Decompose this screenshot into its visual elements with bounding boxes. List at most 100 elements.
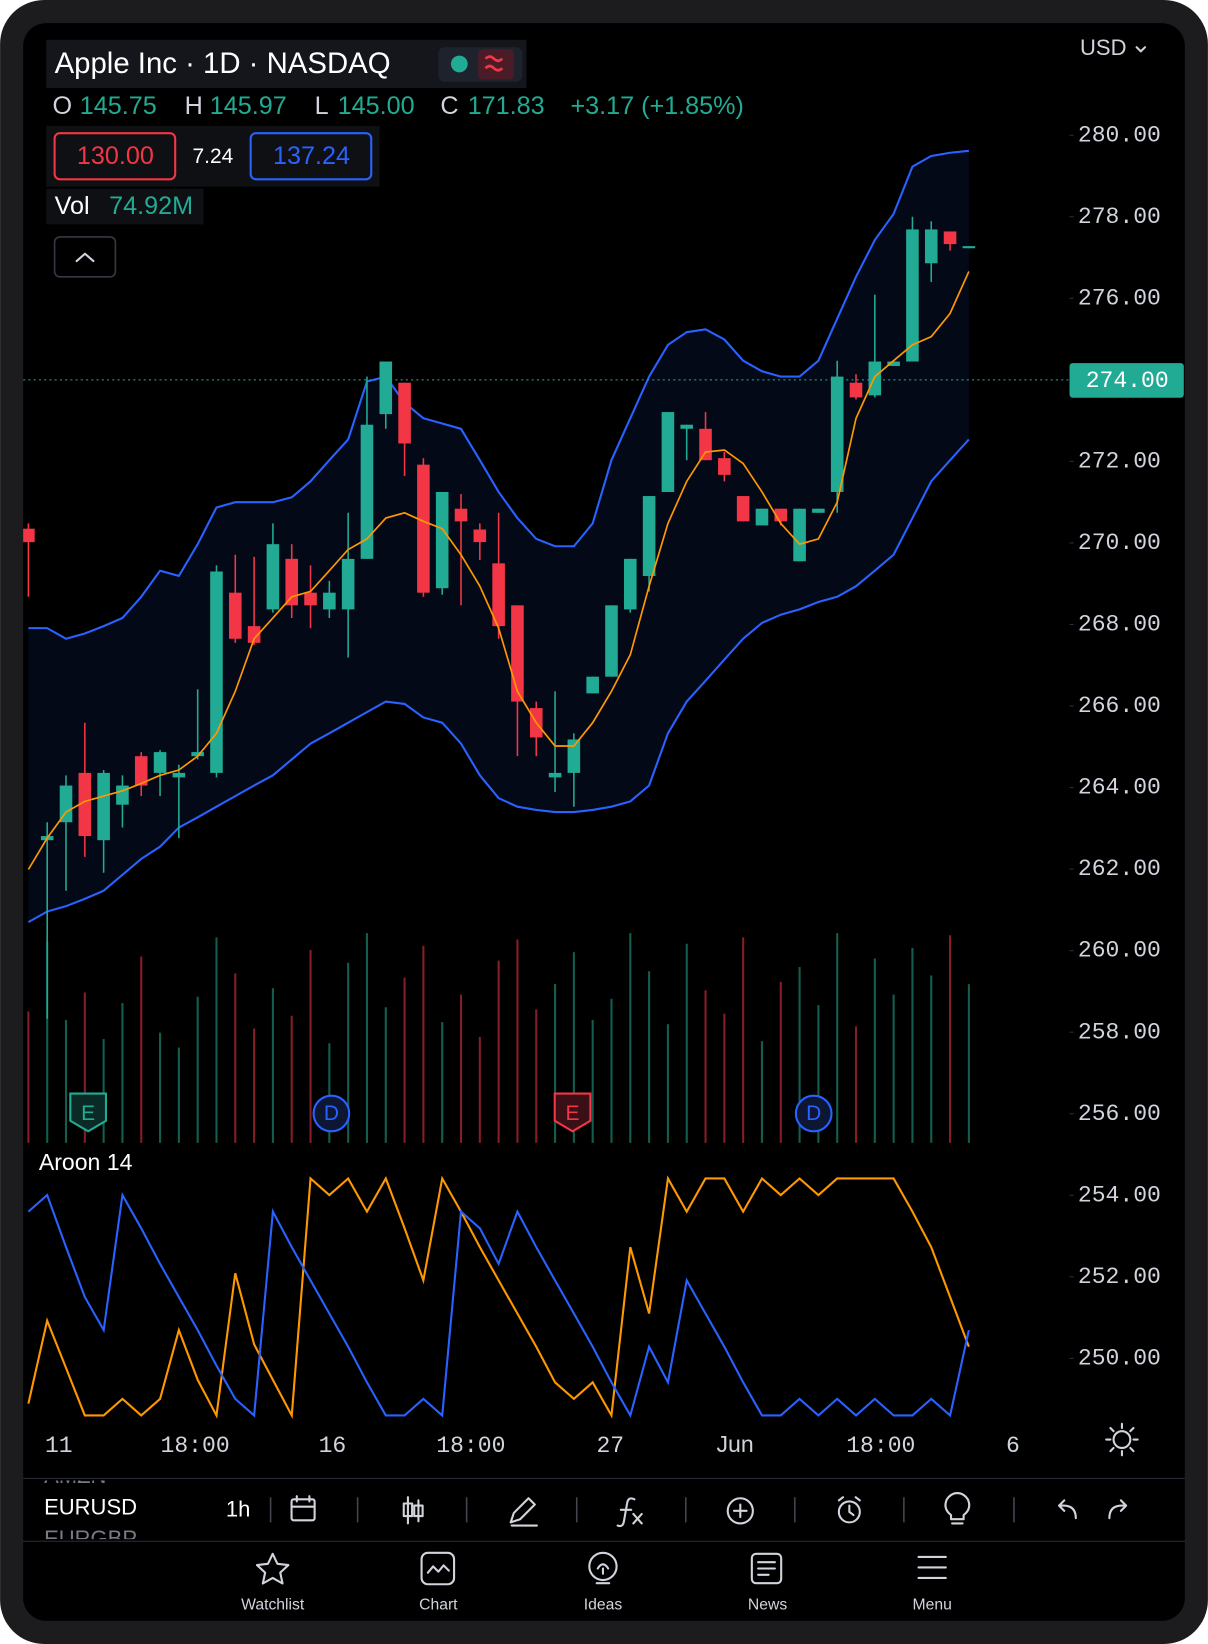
ideas-button[interactable] — [944, 1491, 971, 1525]
vol-bg — [46, 188, 204, 225]
y-tick-label: 260.00 — [1078, 938, 1161, 964]
nav-label[interactable]: Ideas — [584, 1596, 623, 1613]
volume-bar — [290, 1015, 293, 1143]
redo-button[interactable] — [1108, 1499, 1128, 1520]
x-tick-label: 18:00 — [161, 1433, 230, 1459]
candle-body — [134, 756, 148, 786]
change: +3.17 (+1.85%) — [570, 92, 743, 120]
candle-body — [435, 491, 449, 589]
candle-body — [229, 592, 242, 639]
y-tick-label: 276.00 — [1078, 285, 1161, 311]
news-icon[interactable] — [750, 1552, 783, 1585]
candle-body — [924, 229, 938, 264]
y-tick-label: 250.00 — [1078, 1345, 1161, 1371]
volume-bar — [554, 983, 557, 1143]
nav-label[interactable]: News — [748, 1596, 787, 1613]
delay-icon — [484, 55, 504, 72]
ohlc-label: L — [315, 92, 329, 120]
volume-bar — [685, 943, 688, 1143]
volume-bar — [196, 996, 199, 1143]
volume-bar — [967, 984, 970, 1143]
price-badge — [1069, 363, 1184, 398]
drawing-button[interactable] — [509, 1497, 538, 1527]
symbol-item[interactable]: EURUSD — [44, 1495, 137, 1520]
nav-icons — [255, 1551, 947, 1586]
volume-bar — [27, 1011, 30, 1143]
candle-body — [642, 496, 656, 576]
settings-icon[interactable] — [1105, 1422, 1139, 1457]
volume-bar — [516, 939, 519, 1143]
sell-button[interactable] — [53, 132, 177, 181]
aroon-line — [27, 1191, 970, 1419]
lower-band — [27, 438, 970, 924]
candle-body — [153, 752, 167, 773]
volume-bar — [704, 990, 707, 1143]
indicators-button[interactable] — [616, 1497, 643, 1528]
price-axis: 250.00 252.00 254.00 256.00 258.00 260.00 262.… — [45, 122, 1184, 1459]
earnings-marker[interactable] — [553, 1092, 592, 1133]
collapse-button[interactable] — [53, 236, 117, 278]
alert-button[interactable] — [837, 1496, 861, 1524]
candle-body — [830, 376, 844, 492]
dividend-marker[interactable] — [794, 1094, 833, 1133]
watchlist-icon[interactable] — [255, 1552, 290, 1585]
candle-body — [812, 508, 825, 513]
volume-bar — [384, 1007, 387, 1143]
candle-body — [586, 676, 599, 694]
indicator-title: Aroon 14 — [39, 1149, 133, 1175]
candle-body — [417, 464, 430, 593]
interval[interactable]: 1h — [226, 1497, 250, 1522]
menu-icon[interactable] — [917, 1555, 947, 1579]
chart-icon[interactable] — [420, 1551, 456, 1586]
buy-button[interactable] — [249, 132, 373, 181]
candle-body — [191, 752, 204, 757]
candle-body — [266, 544, 280, 610]
dividend-marker[interactable] — [312, 1094, 351, 1133]
nav-label[interactable]: Menu — [913, 1596, 952, 1613]
buy-price: 137.24 — [273, 142, 350, 170]
y-tick-label: 278.00 — [1078, 204, 1161, 230]
candle-body — [511, 605, 524, 702]
ideas-icon[interactable] — [588, 1551, 618, 1585]
earnings-marker[interactable] — [69, 1092, 108, 1133]
y-tick-label: 270.00 — [1078, 530, 1161, 556]
symbol-title[interactable]: Apple Inc · 1D · NASDAQ — [55, 47, 391, 80]
x-tick-label: 11 — [45, 1433, 73, 1459]
candle-body — [755, 508, 769, 526]
toolbar-icons — [269, 1491, 1128, 1528]
candle-body — [624, 558, 637, 610]
volume-bar — [497, 960, 500, 1143]
currency[interactable]: USD — [1080, 35, 1126, 60]
candle-body — [887, 361, 900, 367]
volume-bar — [629, 933, 632, 1143]
nav-label[interactable]: Chart — [419, 1596, 458, 1613]
volume-bar — [648, 971, 651, 1143]
chart-type-button[interactable] — [402, 1496, 424, 1525]
volume-bar — [572, 952, 575, 1143]
volume-bar — [779, 981, 782, 1143]
candle-body — [492, 563, 505, 627]
symbol-item[interactable]: EURGBP — [44, 1526, 137, 1551]
trade-bg — [46, 125, 380, 187]
symbol-item[interactable]: AMZN — [44, 1463, 106, 1488]
volume-bar — [177, 1047, 180, 1143]
volume-bar — [930, 975, 933, 1143]
nav-label[interactable]: Watchlist — [241, 1596, 305, 1613]
calendar-button[interactable] — [290, 1495, 316, 1522]
volume-bar — [422, 945, 425, 1143]
y-tick-label: 264.00 — [1078, 775, 1161, 801]
volume-bar — [666, 1024, 669, 1143]
x-tick-label: 27 — [596, 1433, 624, 1459]
undo-button[interactable] — [1057, 1499, 1077, 1520]
candle-body — [398, 382, 411, 444]
screen-bg — [23, 23, 1185, 1621]
candle-body — [962, 246, 976, 249]
plot-area: E D E D Aroon 14 — [23, 149, 1070, 1420]
candle-body — [605, 605, 618, 677]
add-button[interactable] — [726, 1497, 754, 1525]
vol-label: Vol — [55, 192, 90, 220]
volume-bar — [723, 1013, 726, 1143]
event-label: D — [324, 1102, 339, 1125]
candle-body — [172, 772, 186, 778]
